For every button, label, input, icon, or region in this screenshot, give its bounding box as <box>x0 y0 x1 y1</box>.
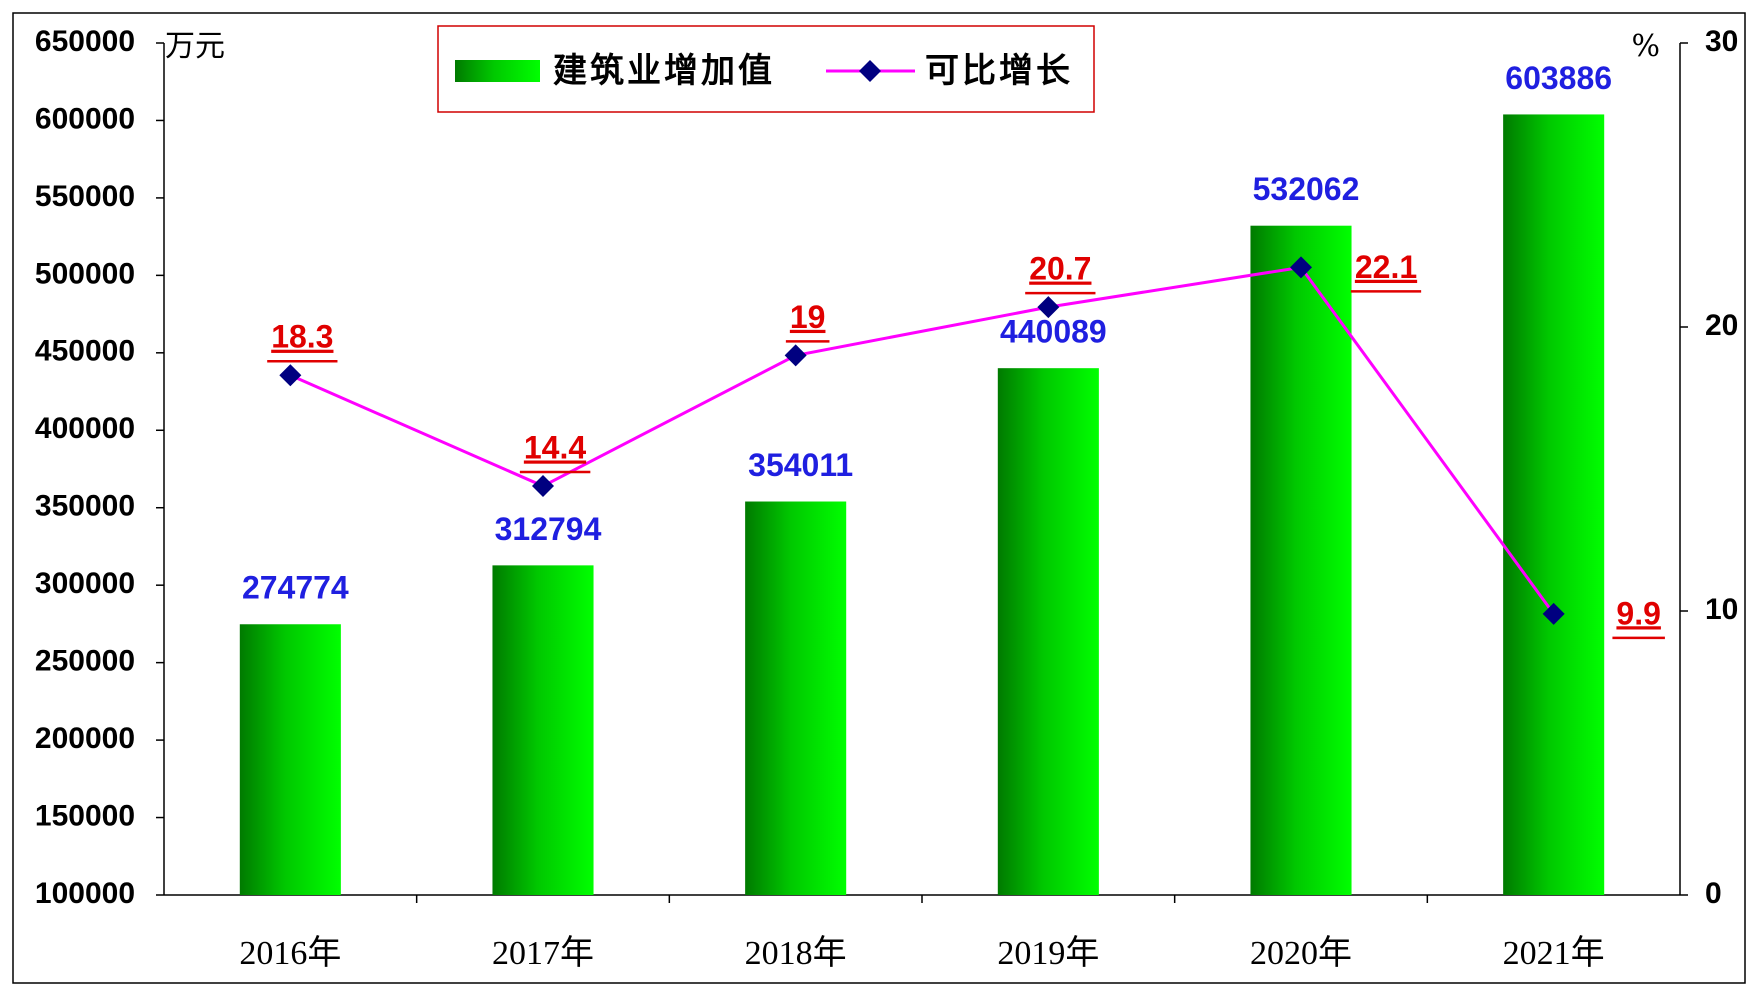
bar <box>745 501 847 895</box>
line-value-label: 19 <box>790 299 826 335</box>
y-tick-label: 500000 <box>35 257 135 290</box>
y2-tick-label: 30 <box>1705 25 1738 58</box>
y-tick-label: 550000 <box>35 180 135 213</box>
x-tick-label: 2016年 <box>239 934 341 972</box>
y-tick-label: 350000 <box>35 490 135 523</box>
bar <box>1250 225 1352 896</box>
line-marker <box>1037 296 1060 319</box>
legend-swatch <box>455 60 540 82</box>
x-tick-label: 2018年 <box>745 934 847 972</box>
chart-frame <box>12 12 1746 984</box>
line-marker <box>784 344 807 367</box>
line-marker <box>279 364 302 387</box>
bar-value-label: 440089 <box>1000 314 1107 350</box>
y-tick-label: 200000 <box>35 722 135 755</box>
y-tick-label: 600000 <box>35 102 135 135</box>
line-marker <box>1290 256 1312 279</box>
x-tick-label: 2017年 <box>492 934 594 972</box>
y-tick-label: 650000 <box>35 25 135 58</box>
line-value-label: 18.3 <box>271 319 333 355</box>
x-tick-label: 2021年 <box>1503 934 1605 972</box>
legend-box <box>437 25 1095 113</box>
x-tick-label: 2020年 <box>1250 934 1352 972</box>
y-tick-label: 300000 <box>35 567 135 600</box>
line-marker <box>532 475 554 498</box>
line <box>289 265 1555 615</box>
bar-value-label: 274774 <box>242 570 349 606</box>
legend <box>437 25 1095 113</box>
legend-label: 建筑业增加值 <box>553 52 775 90</box>
y-tick-label: 400000 <box>35 412 135 445</box>
x-tick-label: 2019年 <box>997 934 1099 972</box>
y-tick-label: 450000 <box>35 335 135 368</box>
line-value-label: 20.7 <box>1029 251 1091 287</box>
y2-tick-label: 20 <box>1705 309 1738 342</box>
bar-value-label: 354011 <box>748 447 853 483</box>
bar-value-label: 532062 <box>1253 171 1360 207</box>
bar <box>997 368 1099 895</box>
legend-marker <box>859 60 881 82</box>
bar <box>492 565 594 895</box>
bar <box>1503 114 1605 896</box>
y-axis-label: 万元 <box>165 29 225 64</box>
y2-tick-label: 10 <box>1705 593 1738 626</box>
bar-value-label: 312794 <box>495 511 602 547</box>
legend-label: 可比增长 <box>925 52 1073 90</box>
line-value-label: 14.4 <box>524 429 586 465</box>
y2-axis-label: % <box>1631 29 1660 64</box>
y2-tick-label: 0 <box>1705 877 1722 910</box>
line-value-label: 22.1 <box>1355 249 1417 285</box>
line-marker <box>1542 602 1565 625</box>
y-tick-label: 250000 <box>35 645 135 678</box>
line-value-label: 9.9 <box>1616 595 1660 631</box>
bar <box>239 624 341 895</box>
bar-value-label: 603886 <box>1505 60 1612 96</box>
y-tick-label: 150000 <box>35 799 135 832</box>
y-tick-label: 100000 <box>35 877 135 910</box>
